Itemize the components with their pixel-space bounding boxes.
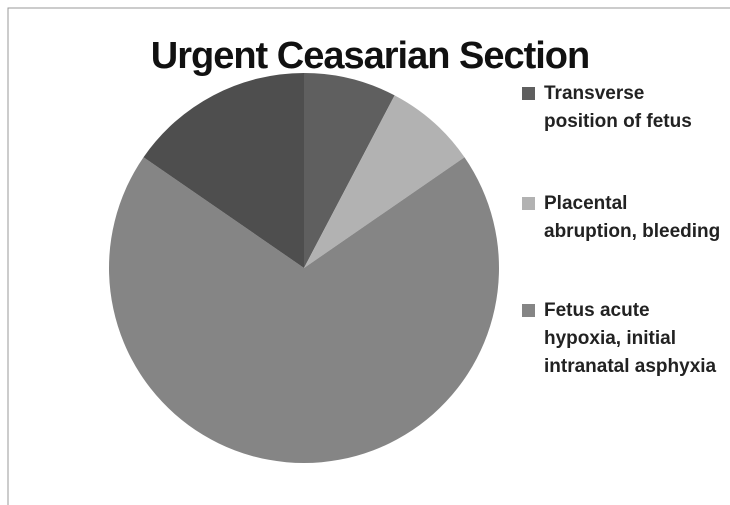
legend-entry: Transverse position of fetus <box>522 80 722 136</box>
legend-swatch <box>522 304 535 317</box>
legend-entry: Fetus acute hypoxia, initial intranatal … <box>522 297 722 381</box>
pie <box>109 72 499 464</box>
legend-label: Fetus acute hypoxia, initial intranatal … <box>544 300 717 377</box>
pie-slice <box>143 72 304 268</box>
legend-label: Transverse position of fetus <box>544 83 692 132</box>
pie-slice <box>109 157 499 464</box>
chart-title: Urgent Ceasarian Section <box>151 35 589 77</box>
pie-slice <box>304 73 395 268</box>
legend-swatch <box>522 87 535 100</box>
legend-entry: Placental abruption, bleeding <box>522 190 722 246</box>
pie-slice <box>304 95 465 268</box>
legend-swatch <box>522 197 535 210</box>
legend-label: Placental abruption, bleeding <box>544 193 721 242</box>
